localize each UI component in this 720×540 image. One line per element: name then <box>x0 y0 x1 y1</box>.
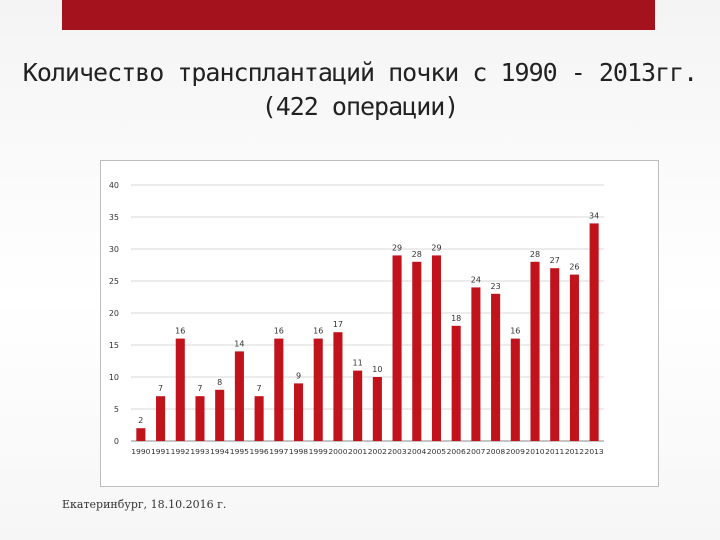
slide-title-line1: Количество трансплантаций почки с 1990 -… <box>22 58 698 87</box>
data-label: 17 <box>333 320 343 329</box>
bar <box>274 338 284 441</box>
slide-title: Количество трансплантаций почки с 1990 -… <box>20 56 700 124</box>
y-tick-label: 15 <box>109 341 119 350</box>
bar <box>313 338 323 441</box>
bar <box>215 389 225 441</box>
data-label: 16 <box>313 327 323 336</box>
data-label: 24 <box>471 275 481 284</box>
data-label: 34 <box>589 211 599 220</box>
bar <box>550 268 560 441</box>
data-label: 26 <box>569 263 579 272</box>
x-tick-label: 1997 <box>269 447 288 456</box>
y-tick-label: 25 <box>109 277 119 286</box>
y-tick-label: 10 <box>109 373 119 382</box>
data-label: 16 <box>175 327 185 336</box>
y-tick-label: 0 <box>114 437 119 446</box>
y-tick-label: 40 <box>109 181 119 190</box>
y-tick-label: 35 <box>109 213 119 222</box>
data-label: 7 <box>197 384 202 393</box>
x-tick-label: 1992 <box>171 447 190 456</box>
x-tick-label: 1990 <box>131 447 151 456</box>
data-label: 29 <box>431 243 441 252</box>
bar <box>510 338 520 441</box>
data-label: 23 <box>491 282 501 291</box>
bar <box>392 255 402 441</box>
x-tick-label: 2001 <box>348 447 367 456</box>
bar <box>431 255 442 441</box>
data-label: 8 <box>217 378 222 387</box>
top-accent-bar <box>62 0 655 30</box>
slide-title-line2: (422 операции) <box>261 92 460 121</box>
bar <box>254 396 264 441</box>
bar <box>234 351 244 441</box>
x-tick-label: 2008 <box>486 447 506 456</box>
x-tick-label: 2002 <box>368 447 387 456</box>
y-tick-label: 30 <box>109 245 119 254</box>
data-label: 28 <box>530 250 540 259</box>
x-tick-label: 2009 <box>506 447 526 456</box>
x-tick-label: 1998 <box>289 447 309 456</box>
x-tick-label: 1999 <box>309 447 329 456</box>
data-label: 16 <box>510 327 520 336</box>
x-tick-label: 1996 <box>250 447 270 456</box>
bar <box>589 223 599 441</box>
x-tick-label: 2012 <box>565 447 584 456</box>
data-label: 28 <box>412 250 422 259</box>
data-label: 29 <box>392 243 402 252</box>
data-label: 11 <box>353 359 363 368</box>
bar <box>293 383 304 441</box>
data-label: 7 <box>158 384 163 393</box>
bar <box>491 293 501 441</box>
data-label: 18 <box>451 314 461 323</box>
x-tick-label: 2013 <box>585 447 604 456</box>
x-tick-label: 2000 <box>328 447 348 456</box>
bar <box>156 396 166 441</box>
chart-frame: 0 5 10 15 20 25 30 35 40 2 1990 7 1991 16 1992 7 1993 8 19… <box>100 160 659 487</box>
data-label: 16 <box>274 327 284 336</box>
data-label: 10 <box>372 365 382 374</box>
x-tick-label: 1991 <box>151 447 170 456</box>
y-tick-label: 5 <box>114 405 119 414</box>
bar <box>451 325 461 441</box>
data-label: 27 <box>550 256 560 265</box>
bar <box>530 261 540 441</box>
bar <box>569 274 579 441</box>
x-tick-label: 2007 <box>466 447 485 456</box>
x-tick-label: 1993 <box>190 447 209 456</box>
x-tick-label: 2011 <box>545 447 564 456</box>
bar-chart: 0 5 10 15 20 25 30 35 40 2 1990 7 1991 16 1992 7 1993 8 19… <box>109 181 604 456</box>
x-tick-label: 2003 <box>387 447 406 456</box>
data-label: 14 <box>234 339 244 348</box>
bar <box>372 377 382 441</box>
x-tick-label: 1994 <box>210 447 230 456</box>
x-tick-label: 2010 <box>525 447 545 456</box>
data-label: 2 <box>138 416 143 425</box>
bar <box>471 287 481 441</box>
bar <box>195 396 205 441</box>
footer-location-date: Екатеринбург, 18.10.2016 г. <box>62 498 227 511</box>
x-tick-label: 2006 <box>447 447 467 456</box>
bar <box>353 370 363 441</box>
bar <box>175 338 185 441</box>
bar <box>333 332 343 441</box>
x-tick-label: 2005 <box>427 447 446 456</box>
x-tick-label: 2004 <box>407 447 427 456</box>
bar <box>412 261 422 441</box>
data-label: 7 <box>257 384 262 393</box>
bar <box>136 428 146 441</box>
y-tick-label: 20 <box>109 309 119 318</box>
x-tick-label: 1995 <box>230 447 249 456</box>
data-label: 9 <box>296 371 301 380</box>
